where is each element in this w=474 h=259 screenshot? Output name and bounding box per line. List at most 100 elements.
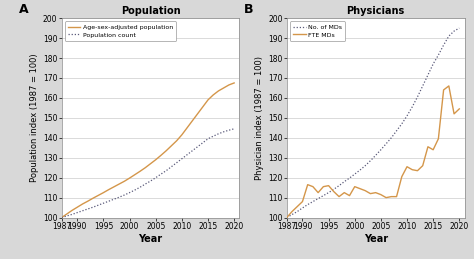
FTE MDs: [362, 189, 368, 192]
FTE MDs: [399, 175, 405, 178]
FTE MDs: [446, 84, 452, 88]
Line: Age-sex-adjusted population: Age-sex-adjusted population: [62, 83, 234, 218]
No. of MDs: [341, 180, 347, 183]
No. of MDs: [336, 184, 342, 187]
Population count: [132, 189, 137, 192]
No. of MDs: [425, 73, 431, 76]
No. of MDs: [451, 30, 457, 33]
Age-sex-adjusted population: [195, 112, 201, 116]
Population count: [231, 127, 237, 130]
No. of MDs: [289, 213, 295, 216]
Population count: [164, 169, 169, 172]
No. of MDs: [456, 27, 462, 30]
FTE MDs: [346, 194, 352, 197]
Legend: No. of MDs, FTE MDs: No. of MDs, FTE MDs: [290, 21, 345, 41]
Population count: [116, 196, 122, 199]
FTE MDs: [420, 164, 426, 167]
FTE MDs: [331, 190, 337, 193]
FTE MDs: [336, 195, 342, 198]
Population count: [69, 213, 75, 216]
FTE MDs: [326, 184, 331, 187]
No. of MDs: [430, 62, 436, 66]
FTE MDs: [357, 187, 363, 190]
FTE MDs: [373, 191, 379, 194]
No. of MDs: [420, 84, 426, 88]
Age-sex-adjusted population: [121, 180, 127, 183]
Age-sex-adjusted population: [148, 162, 154, 165]
No. of MDs: [441, 44, 447, 47]
FTE MDs: [305, 183, 310, 186]
Title: Population: Population: [121, 6, 180, 16]
Age-sex-adjusted population: [90, 197, 96, 200]
FTE MDs: [310, 185, 316, 188]
No. of MDs: [300, 206, 305, 210]
Population count: [158, 172, 164, 176]
No. of MDs: [305, 203, 310, 206]
No. of MDs: [346, 177, 352, 180]
Age-sex-adjusted population: [132, 173, 137, 176]
Age-sex-adjusted population: [169, 144, 174, 147]
FTE MDs: [294, 205, 300, 208]
Age-sex-adjusted population: [142, 166, 148, 169]
Age-sex-adjusted population: [137, 170, 143, 173]
Population count: [195, 145, 201, 148]
Population count: [95, 204, 101, 207]
FTE MDs: [410, 168, 415, 171]
Age-sex-adjusted population: [116, 183, 122, 186]
No. of MDs: [415, 95, 420, 98]
No. of MDs: [378, 148, 384, 151]
Age-sex-adjusted population: [226, 83, 232, 87]
Population count: [205, 137, 211, 140]
Title: Physicians: Physicians: [346, 6, 405, 16]
Age-sex-adjusted population: [106, 188, 111, 191]
FTE MDs: [415, 169, 420, 172]
Population count: [226, 129, 232, 132]
Age-sex-adjusted population: [59, 216, 64, 219]
No. of MDs: [315, 197, 321, 200]
Age-sex-adjusted population: [190, 119, 195, 123]
Age-sex-adjusted population: [127, 177, 132, 180]
Age-sex-adjusted population: [164, 149, 169, 152]
Age-sex-adjusted population: [200, 105, 206, 109]
FTE MDs: [430, 148, 436, 151]
No. of MDs: [284, 216, 290, 219]
Population count: [179, 157, 185, 160]
No. of MDs: [404, 114, 410, 117]
Population count: [64, 214, 70, 218]
FTE MDs: [320, 185, 326, 188]
FTE MDs: [404, 165, 410, 168]
X-axis label: Year: Year: [364, 234, 388, 243]
No. of MDs: [446, 34, 452, 38]
FTE MDs: [341, 191, 347, 194]
No. of MDs: [357, 169, 363, 172]
FTE MDs: [352, 185, 357, 188]
Population count: [216, 132, 221, 135]
Y-axis label: Population index (1987 = 100): Population index (1987 = 100): [30, 54, 39, 182]
Population count: [80, 209, 85, 212]
Age-sex-adjusted population: [179, 133, 185, 136]
Population count: [174, 161, 180, 164]
Age-sex-adjusted population: [174, 139, 180, 142]
Population count: [200, 141, 206, 144]
FTE MDs: [441, 88, 447, 91]
FTE MDs: [389, 195, 394, 198]
Text: B: B: [244, 3, 254, 16]
Population count: [127, 191, 132, 194]
No. of MDs: [389, 136, 394, 139]
Age-sex-adjusted population: [64, 212, 70, 215]
Age-sex-adjusted population: [69, 209, 75, 212]
No. of MDs: [373, 154, 379, 157]
Age-sex-adjusted population: [231, 81, 237, 84]
No. of MDs: [436, 53, 441, 56]
Age-sex-adjusted population: [111, 185, 117, 188]
Population count: [137, 186, 143, 189]
Population count: [153, 176, 159, 179]
Age-sex-adjusted population: [184, 126, 190, 129]
Population count: [85, 207, 91, 211]
Age-sex-adjusted population: [95, 194, 101, 197]
Age-sex-adjusted population: [158, 154, 164, 157]
Age-sex-adjusted population: [74, 206, 80, 209]
No. of MDs: [352, 172, 357, 176]
No. of MDs: [399, 122, 405, 125]
Population count: [142, 183, 148, 186]
